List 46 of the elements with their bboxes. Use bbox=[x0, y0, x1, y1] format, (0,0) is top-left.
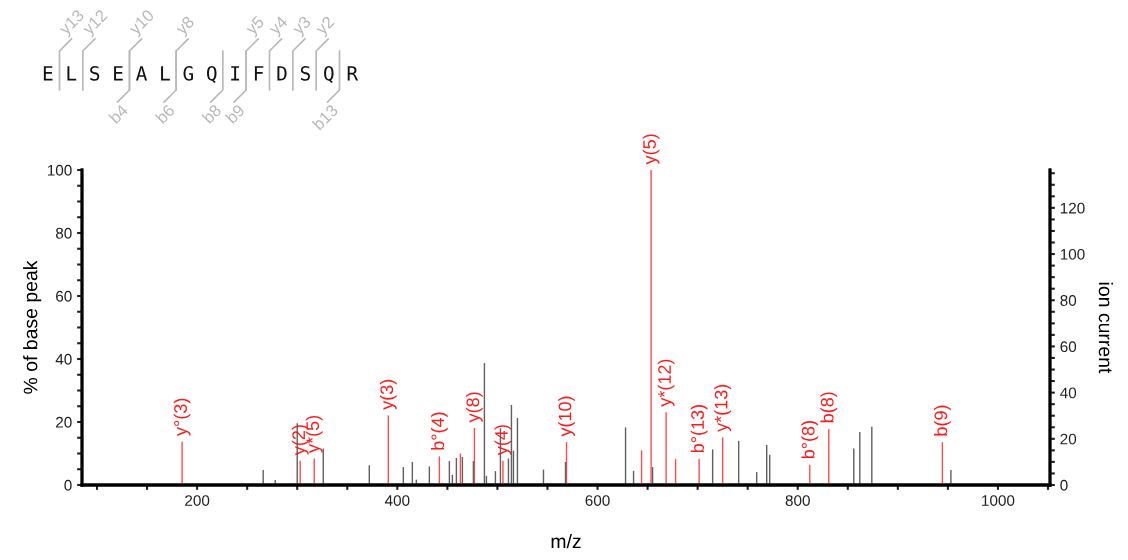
y2-tick-label: 60 bbox=[1060, 341, 1077, 353]
x-tick-label: 600 bbox=[585, 495, 610, 506]
text: y5 bbox=[244, 15, 268, 38]
annotation: y*(12) bbox=[657, 359, 675, 407]
text: b4 bbox=[108, 103, 129, 124]
x-tick-label: 400 bbox=[384, 495, 410, 506]
y-tick-label: 40 bbox=[55, 353, 72, 365]
text: b13 bbox=[311, 103, 339, 131]
text: b8 bbox=[201, 103, 222, 124]
x-tick-label: 800 bbox=[785, 495, 810, 506]
text: y2 bbox=[314, 15, 338, 38]
annotation: b(8) bbox=[820, 392, 838, 423]
y2-tick-label: 120 bbox=[1060, 202, 1085, 214]
annotation: b°(13) bbox=[690, 405, 708, 453]
y-axis-title: % of base peak bbox=[23, 260, 42, 394]
text: b9 bbox=[224, 103, 246, 124]
annotation: b(9) bbox=[933, 405, 951, 436]
text: E L S E A L G Q I F D S Q R bbox=[43, 65, 359, 83]
annotation: y(4) bbox=[494, 425, 512, 456]
y2-axis-title: ion current bbox=[1098, 282, 1113, 374]
y-tick-label: 0 bbox=[64, 479, 72, 491]
annotation: b°(8) bbox=[801, 421, 819, 459]
text: y8 bbox=[174, 15, 198, 38]
y2-tick-label: 100 bbox=[1060, 248, 1085, 260]
x-tick-label: 200 bbox=[185, 495, 210, 506]
y-tick-label: 20 bbox=[56, 416, 72, 428]
annotation: y*(13) bbox=[714, 384, 732, 432]
x-tick-label: 1000 bbox=[982, 495, 1015, 506]
text: b6 bbox=[154, 103, 176, 124]
y2-tick-label: 0 bbox=[1060, 479, 1068, 491]
y2-tick-label: 80 bbox=[1060, 295, 1077, 306]
text: y3 bbox=[291, 15, 314, 38]
x-axis-title: m/z bbox=[551, 533, 581, 549]
annotation: y(10) bbox=[558, 396, 575, 437]
y2-tick-label: 20 bbox=[1060, 433, 1077, 445]
y2-tick-label: 40 bbox=[1060, 387, 1077, 399]
annotation: b°(4) bbox=[430, 412, 448, 450]
annotation: y°(3) bbox=[173, 398, 191, 436]
annotation: y(5) bbox=[642, 134, 660, 165]
text: y4 bbox=[267, 15, 291, 38]
y-tick-label: 100 bbox=[47, 164, 72, 176]
y-tick-label: 80 bbox=[55, 227, 72, 239]
annotation: y(3) bbox=[379, 379, 397, 410]
text: y10 bbox=[127, 8, 158, 38]
y-tick-label: 60 bbox=[56, 290, 72, 302]
annotation: y(8) bbox=[465, 392, 483, 423]
